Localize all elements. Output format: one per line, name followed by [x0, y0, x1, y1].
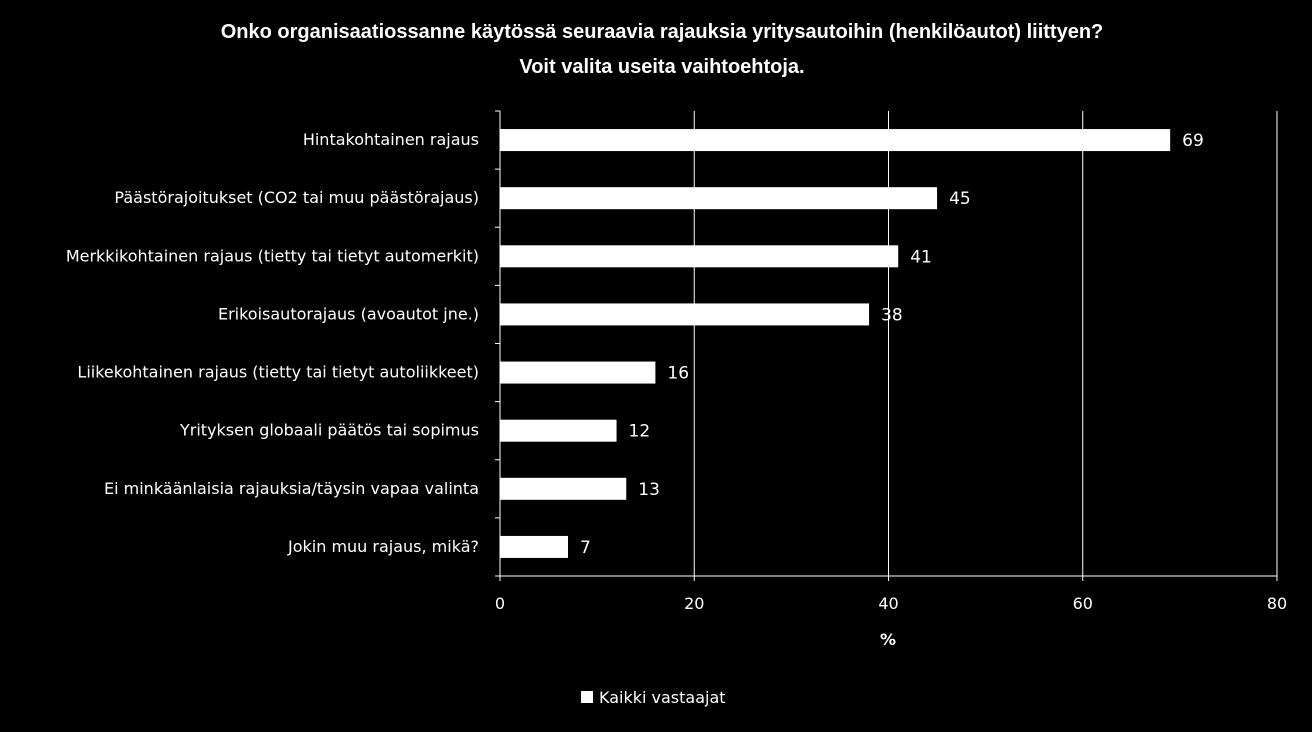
x-tick-label-60: 60	[1073, 594, 1093, 613]
bar-4	[500, 303, 870, 326]
chart-subtitle: Voit valita useita vaihtoehtoja.	[519, 56, 804, 78]
category-label-8: Jokin muu rajaus, mikä?	[287, 537, 479, 556]
category-label-2: Päästörajoitukset (CO2 tai muu päästöraj…	[114, 188, 479, 207]
x-tick-label-80: 80	[1267, 594, 1287, 613]
legend: Kaikki vastaajat	[581, 688, 726, 707]
bar-7	[500, 477, 627, 500]
legend-label: Kaikki vastaajat	[599, 688, 726, 707]
x-tick-labels: 0 20 40 60 80	[495, 594, 1287, 613]
category-label-5: Liikekohtainen rajaus (tietty tai tietyt…	[77, 363, 479, 382]
data-label-5: 16	[667, 364, 689, 384]
category-labels: Hintakohtainen rajaus Päästörajoitukset (…	[66, 130, 479, 556]
x-axis-title: %	[880, 630, 896, 649]
bar-2	[500, 187, 938, 210]
data-label-6: 12	[629, 422, 651, 442]
bar-5	[500, 361, 656, 384]
data-label-8: 7	[580, 538, 591, 558]
x-tick-label-20: 20	[684, 594, 704, 613]
data-label-7: 13	[638, 480, 660, 500]
legend-swatch	[581, 691, 593, 703]
axes	[495, 110, 1278, 581]
bar-3	[500, 245, 899, 268]
bar-8	[500, 535, 568, 558]
data-labels: 69 45 41 38 16 12 13 7	[580, 131, 1204, 558]
category-label-1: Hintakohtainen rajaus	[303, 130, 479, 149]
chart-title: Onko organisaatiossanne käytössä seuraav…	[221, 21, 1104, 43]
category-label-7: Ei minkäänlaisia rajauksia/täysin vapaa …	[104, 479, 479, 498]
bar-6	[500, 419, 617, 442]
data-label-1: 69	[1182, 131, 1204, 151]
data-label-2: 45	[949, 189, 971, 209]
category-label-4: Erikoisautorajaus (avoautot jne.)	[218, 304, 479, 323]
category-label-3: Merkkikohtainen rajaus (tietty tai tiety…	[66, 246, 479, 265]
data-label-4: 38	[881, 305, 903, 325]
data-label-3: 41	[910, 247, 932, 267]
category-label-6: Yrityksen globaali päätös tai sopimus	[179, 421, 479, 440]
bar-1	[500, 129, 1171, 152]
x-tick-label-0: 0	[495, 594, 505, 613]
x-tick-label-40: 40	[878, 594, 898, 613]
bars	[500, 129, 1171, 558]
gridlines	[693, 111, 1278, 576]
